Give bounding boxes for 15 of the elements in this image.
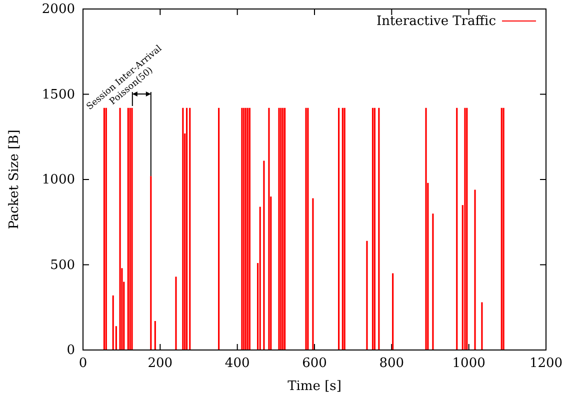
x-tick-label: 1000	[452, 356, 486, 372]
x-tick-label: 1200	[529, 356, 563, 372]
legend-label: Interactive Traffic	[376, 14, 496, 29]
x-tick-label: 0	[78, 356, 88, 372]
y-tick-label: 1500	[42, 87, 75, 102]
x-tick-label: 800	[379, 356, 404, 372]
y-tick-label: 1000	[42, 172, 75, 188]
y-tick-label: 2000	[42, 2, 75, 18]
y-tick-label: 500	[50, 258, 75, 273]
x-tick-label: 400	[224, 356, 250, 372]
x-tick-label: 200	[148, 356, 173, 372]
y-tick-label: 0	[66, 343, 75, 358]
x-tick-label: 600	[302, 356, 327, 372]
y-axis-title: Packet Size [B]	[7, 130, 22, 230]
x-axis-title: Time [s]	[288, 379, 342, 394]
